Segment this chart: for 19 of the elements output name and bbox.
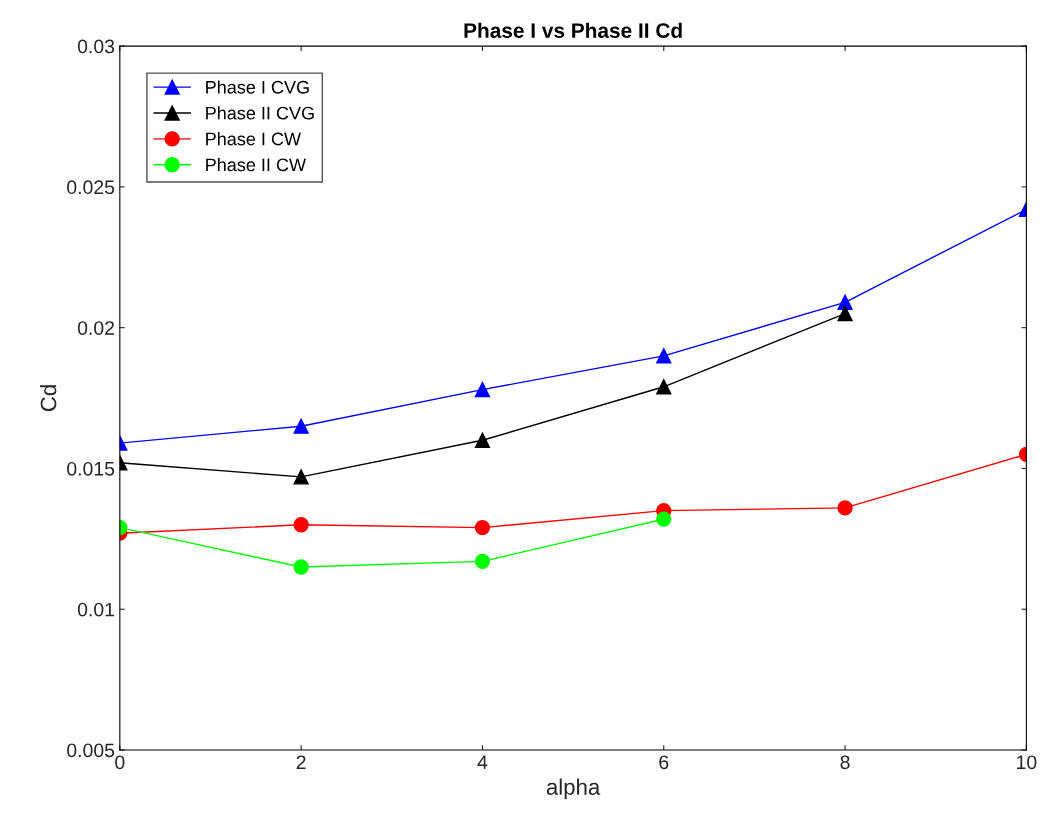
x-tick-label: 2 [296,755,306,769]
y-tick-label: 0.025 [67,180,115,195]
chart-title: Phase I vs Phase II Cd [464,22,682,38]
x-tick-label: 0 [115,755,125,770]
y-tick-label: 0.02 [77,321,114,335]
y-tick-label: 0.01 [77,602,115,617]
x-tick-label: 6 [659,755,669,770]
y-tick-label: 0.015 [67,461,115,476]
y-tick-label: 0.03 [77,39,115,54]
y-tick-label: 0.005 [67,743,115,758]
x-tick-label: 8 [840,755,850,770]
x-axis-title: alpha [546,778,601,800]
legend-label: Phase II CW [206,157,306,172]
legend-label: Phase II CVG [206,106,314,120]
legend-label: Phase I CVG [206,80,309,94]
x-tick-label: 10 [1017,755,1037,770]
y-axis-title: Cd [40,385,57,412]
x-tick-label: 4 [477,755,488,769]
legend-label: Phase I CW [206,132,301,146]
